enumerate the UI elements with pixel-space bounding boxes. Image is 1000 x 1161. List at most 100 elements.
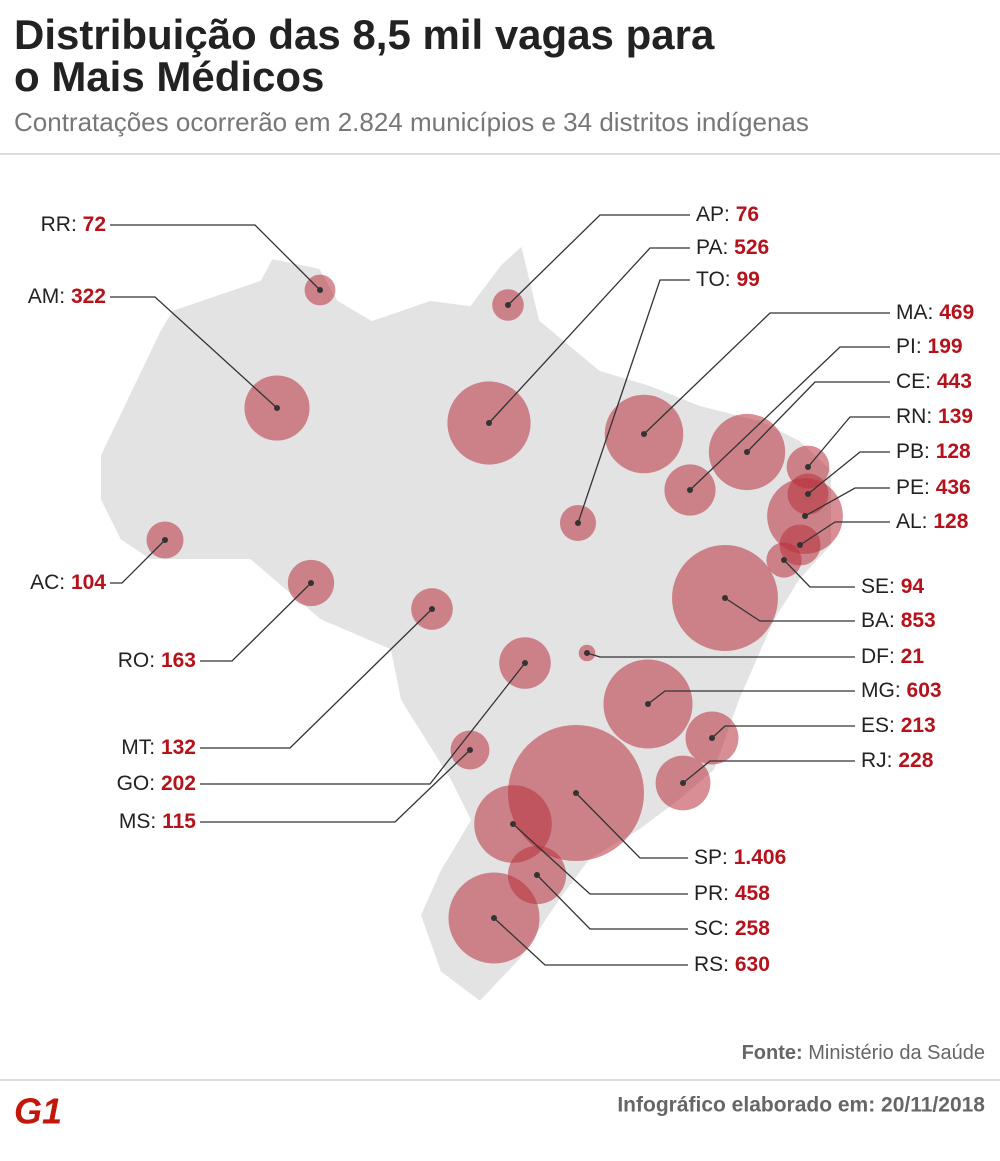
state-value: 436 [936,476,971,499]
leader-dot [505,302,511,308]
leader-dot [645,701,651,707]
state-label: DF: 21 [861,645,924,668]
leader-line [200,662,526,785]
state-label: RN: 139 [896,405,973,428]
state-code: CE: [896,370,931,393]
state-label: PA: 526 [696,236,769,259]
state-code: PI: [896,335,922,358]
state-label: ES: 213 [861,714,936,737]
state-label: PE: 436 [896,476,971,499]
state-value: 1.406 [734,846,787,869]
state-value: 139 [938,405,973,428]
state-code: MS: [119,810,156,833]
state-code: GO: [117,772,156,795]
leader-line [507,214,690,306]
state-label: BA: 853 [861,609,936,632]
state-code: PR: [694,882,729,905]
leader-dot [573,790,579,796]
leader-line [746,381,890,453]
leader-dot [687,487,693,493]
state-code: SP: [694,846,728,869]
state-value: 228 [898,749,933,772]
state-value: 458 [735,882,770,905]
state-value: 128 [936,440,971,463]
leader-line [804,487,890,517]
leader-line [575,792,688,859]
state-value: 443 [937,370,972,393]
state-code: MA: [896,301,933,324]
state-label: AP: 76 [696,203,759,226]
state-value: 853 [901,609,936,632]
state-label: TO: 99 [696,268,760,291]
source: Fonte: Ministério da Saúde [742,1042,985,1064]
state-value: 603 [907,679,942,702]
leader-line [799,521,890,546]
state-label: AM: 322 [28,285,106,308]
state-value: 104 [71,571,106,594]
leader-line [724,597,855,622]
state-code: RJ: [861,749,893,772]
state-code: PE: [896,476,930,499]
leader-dot [805,464,811,470]
state-value: 76 [736,203,759,226]
leader-dot [162,537,168,543]
state-value: 132 [161,736,196,759]
state-code: AM: [28,285,65,308]
state-label: RO: 163 [118,649,196,672]
leader-dot [709,735,715,741]
state-label: PB: 128 [896,440,971,463]
state-value: 163 [161,649,196,672]
leader-dot [510,821,516,827]
source-text: Ministério da Saúde [808,1042,985,1064]
leader-line [807,416,890,468]
state-label: CE: 443 [896,370,972,393]
leader-line [110,224,321,291]
state-code: ES: [861,714,895,737]
state-code: RO: [118,649,155,672]
leader-line [488,247,690,424]
state-label: SE: 94 [861,575,924,598]
leader-dot [744,449,750,455]
leader-line [493,917,688,966]
state-code: RR: [41,213,77,236]
leader-line [200,582,312,662]
state-label: PR: 458 [694,882,770,905]
leader-line [711,725,855,739]
state-code: AL: [896,510,928,533]
leader-line [512,823,688,895]
state-code: MT: [121,736,155,759]
leader-dot [680,780,686,786]
state-label: RS: 630 [694,953,770,976]
state-value: 94 [901,575,925,598]
leader-line [643,312,890,435]
state-code: AP: [696,203,730,226]
state-code: SE: [861,575,895,598]
leader-dot [491,915,497,921]
leader-line [682,760,855,784]
state-code: PB: [896,440,930,463]
leader-line [577,279,690,524]
leader-dot [429,606,435,612]
leader-line [110,539,166,584]
leader-dot [467,747,473,753]
state-label: PI: 199 [896,335,963,358]
credit: Infográfico elaborado em: 20/11/2018 [617,1094,985,1117]
state-value: 199 [928,335,963,358]
state-label: AL: 128 [896,510,969,533]
leader-dot [722,595,728,601]
leader-line [110,296,278,409]
state-code: PA: [696,236,728,259]
state-value: 115 [162,810,196,833]
leader-line [807,451,890,495]
state-value: 258 [735,917,770,940]
state-value: 99 [736,268,759,291]
leader-line [200,749,471,823]
state-code: TO: [696,268,731,291]
leader-line [586,652,855,658]
leader-line [783,559,855,588]
state-label: RJ: 228 [861,749,934,772]
state-code: AC: [30,571,65,594]
state-code: BA: [861,609,895,632]
